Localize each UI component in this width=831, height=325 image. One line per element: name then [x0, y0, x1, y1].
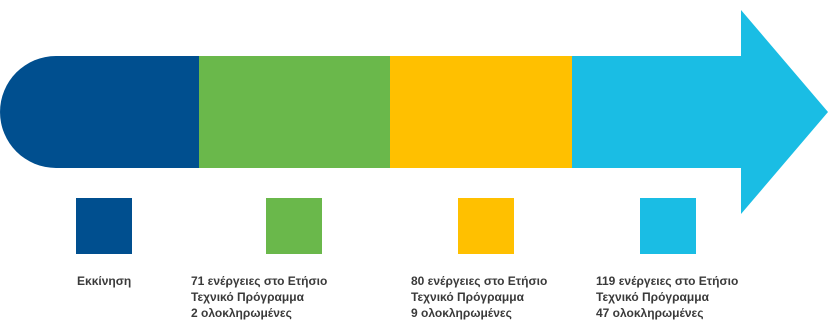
caption-line: 71 ενέργειες στο Ετήσιο	[191, 274, 328, 288]
caption-line: 2 ολοκληρωμένες	[191, 306, 292, 320]
caption-line: 80 ενέργειες στο Ετήσιο	[411, 274, 548, 288]
caption-line: Τεχνικό Πρόγραμμα	[191, 290, 304, 304]
caption-line: 9 ολοκληρωμένες	[411, 306, 512, 320]
arrow-segment-stage-3	[390, 56, 573, 168]
arrow-segment-stage-2	[199, 56, 391, 168]
legend-swatch-stage-4	[640, 198, 696, 254]
stage-caption-stage-4: 119 ενέργειες στο Ετήσιο Τεχνικό Πρόγραμ…	[596, 273, 796, 321]
legend-swatch-stage-2	[266, 198, 322, 254]
arrow-segment-start	[0, 56, 200, 168]
arrow-segment-stage-4-head	[572, 10, 828, 214]
stage-caption-start: Εκκίνηση	[77, 273, 277, 289]
stage-caption-stage-2: 71 ενέργειες στο Ετήσιο Τεχνικό Πρόγραμμ…	[191, 273, 391, 321]
caption-line: Τεχνικό Πρόγραμμα	[411, 290, 524, 304]
legend-swatch-stage-3	[458, 198, 514, 254]
caption-line: Τεχνικό Πρόγραμμα	[596, 290, 709, 304]
caption-line: 47 ολοκληρωμένες	[596, 306, 704, 320]
caption-line: 119 ενέργειες στο Ετήσιο	[596, 274, 739, 288]
legend-swatch-start	[76, 198, 132, 254]
stage-caption-stage-3: 80 ενέργειες στο Ετήσιο Τεχνικό Πρόγραμμ…	[411, 273, 611, 321]
caption-line: Εκκίνηση	[77, 274, 132, 288]
